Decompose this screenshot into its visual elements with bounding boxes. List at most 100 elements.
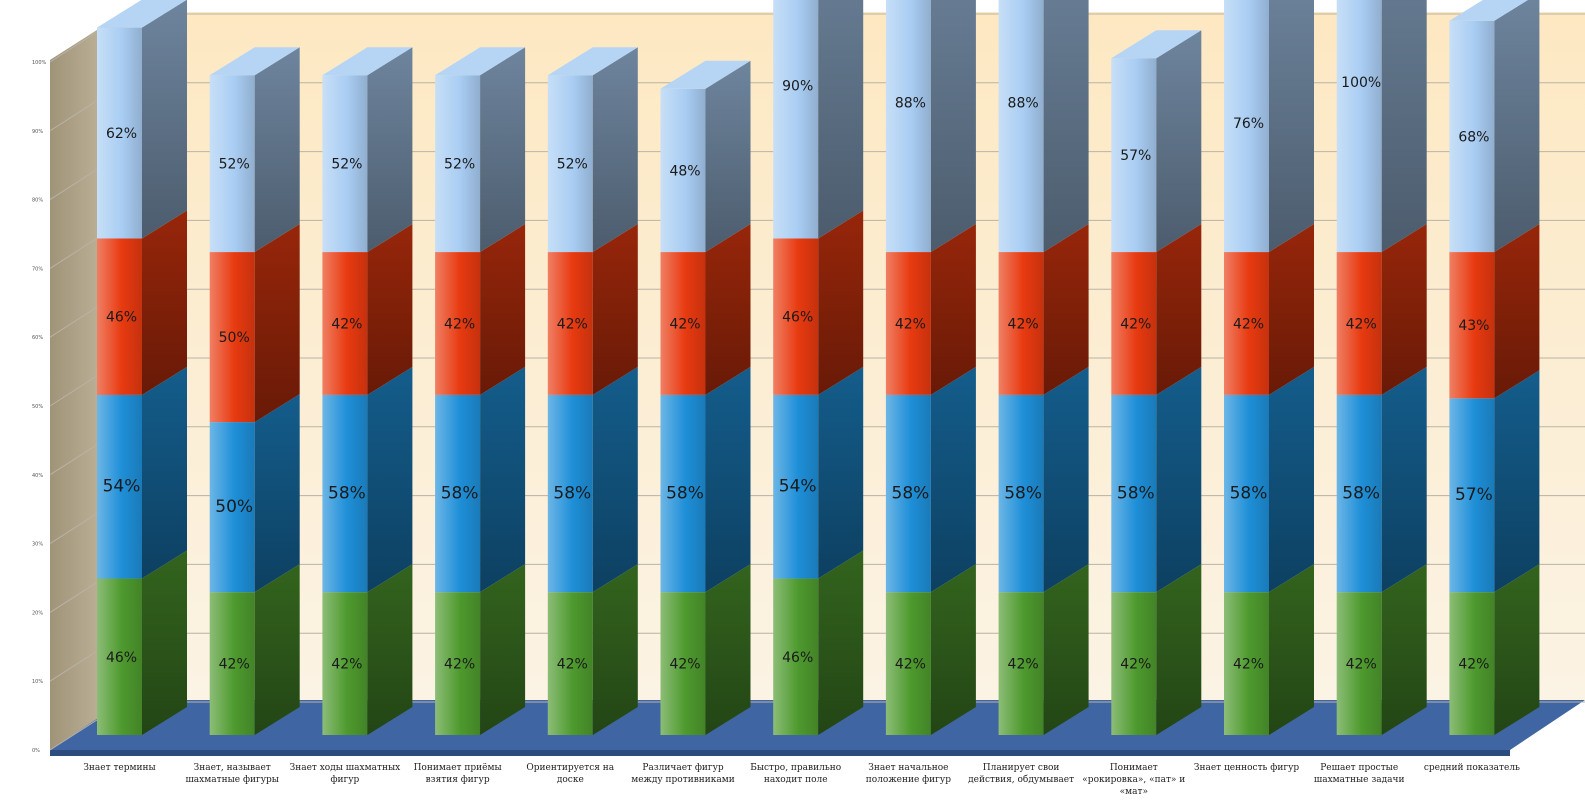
category-label: Знает, называет шахматные фигуры [185,763,279,785]
bar-segment-front [97,578,142,735]
bar-segment-front [322,252,368,395]
bar-segment-front [209,75,255,253]
bar-segment [1224,224,1314,395]
bar-segment-side [930,224,976,395]
bar-segment [660,366,751,593]
bar-segment-front [209,422,255,593]
y-tick-label: 10% [32,679,43,685]
data-label: 58% [892,484,930,504]
bar-segment-front [1111,592,1157,735]
bar-segment [435,366,526,593]
data-label: 58% [1230,484,1268,504]
y-tick-label: 60% [32,335,43,341]
bar-segment-side [930,564,976,735]
data-label: 42% [1120,657,1151,673]
bar-segment-front [435,592,481,735]
bar-segment-front [660,252,706,395]
bar-segment-side [1156,224,1202,395]
bar-segment-side [1269,224,1314,395]
bar-segment-front [435,252,481,395]
data-label: 50% [219,330,250,346]
bar-segment-side [1494,224,1540,399]
bar-segment [660,60,751,253]
data-label: 58% [666,484,704,504]
data-label: 42% [557,316,588,332]
bar-segment-side [592,47,638,253]
bar-segment-front [1336,592,1382,735]
bar-segment-front [1336,252,1382,395]
bar-segment [209,564,300,735]
data-label: 52% [331,157,362,173]
bar-segment-front [1449,20,1495,253]
bar-segment-front [885,252,931,395]
bar-segment [1111,30,1202,253]
bar-segment-front [547,394,593,593]
bar-segment [998,366,1089,593]
bar-segment-side [1381,224,1427,395]
bar-segment [773,0,864,239]
category-label: Понимает приёмы взятия фигур [413,763,502,785]
bar-segment-side [592,224,638,395]
data-label: 76% [1233,116,1264,132]
bar-segment-front [998,252,1044,395]
bar-segment [97,550,187,735]
data-label: 52% [557,157,588,173]
bar-segment-side [142,210,187,395]
bar-segment-side [818,210,864,395]
bar-segment-front [773,238,819,395]
bar-segment [547,366,638,593]
bar-segment [209,394,300,593]
bar-segment-front [322,394,368,593]
bar-segment [435,47,526,253]
segment-labels: 46% 54% 46% 62% 42% 50% 50% 52% 42% 58% 42% 52% 42% 5… [103,75,1493,673]
bar-top [660,60,751,89]
category-label: Понимает «рокировка», «пат» и «мат» [1082,763,1186,797]
bar-segment [773,550,864,735]
category-label: Решает простые шахматные задачи [1313,763,1405,785]
data-label: 42% [557,657,588,673]
data-label: 42% [1008,316,1039,332]
bar-segment-front [547,75,593,253]
bar-segment [1224,564,1314,735]
bar-segment [885,0,976,253]
bar-segment-front [660,394,706,593]
bar-segment-side [1043,224,1089,395]
bar-segment-front [547,252,593,395]
bar-segment-side [480,224,526,395]
data-label: 46% [106,650,137,666]
bar-segment [1449,564,1540,735]
data-label: 58% [553,484,591,504]
data-label: 68% [1458,129,1489,145]
bar-segment-front [885,0,931,253]
bar-segment [1224,366,1314,593]
data-label: 42% [669,316,700,332]
bar-segment-front [97,238,142,395]
data-label: 58% [1004,484,1042,504]
bar-segment [322,224,413,395]
bar-segment-front [1449,592,1495,735]
data-label: 54% [103,477,141,497]
bar-segment [322,47,413,253]
data-label: 50% [215,497,253,517]
data-label: 57% [1455,485,1493,505]
data-label: 88% [895,95,926,111]
bar-segment [998,0,1089,253]
bar-segment-front [998,394,1044,593]
category-label: Знает начальное положение фигур [865,763,951,785]
bar-segment [1336,0,1427,253]
bar-segment-front [322,592,368,735]
bar-segment-front [885,592,931,735]
bar-segment-side [1156,564,1202,735]
bar-segment-front [435,394,481,593]
bar-segment-front [773,578,819,735]
bar-segment-front [322,75,368,253]
data-label: 43% [1458,318,1489,334]
bar-segment-front [209,592,255,735]
y-tick-label: 0% [32,748,40,754]
category-label: Ориентируется на доске [526,763,615,785]
bar-segment-front [1336,0,1382,253]
bar-segment-side [254,394,300,593]
category-label: Планирует свои действия, обдумывает [968,763,1075,785]
y-tick-label: 80% [32,198,43,204]
data-label: 46% [782,650,813,666]
